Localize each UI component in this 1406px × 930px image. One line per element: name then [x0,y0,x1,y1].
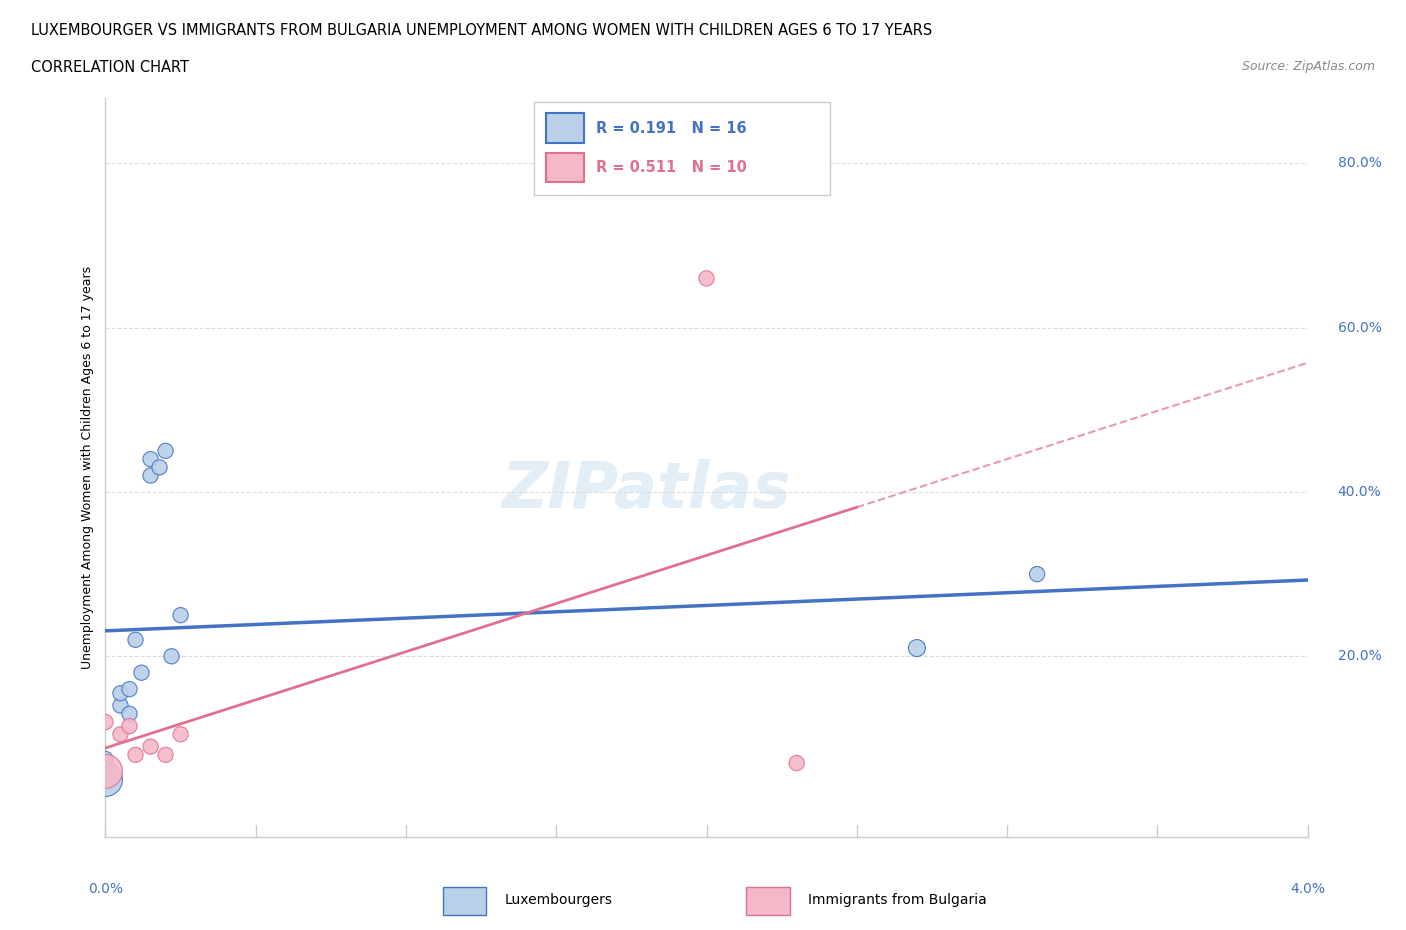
Point [124,748,146,763]
Point [118,682,141,697]
Point [124,632,146,647]
Text: 80.0%: 80.0% [1337,156,1382,170]
Point [148,459,170,474]
Text: R = 0.511   N = 10: R = 0.511 N = 10 [596,160,747,175]
Point [169,608,191,623]
Text: 20.0%: 20.0% [1337,649,1381,663]
Point [139,739,162,754]
Text: 0.0%: 0.0% [89,883,122,897]
Point [169,727,191,742]
FancyBboxPatch shape [747,887,790,915]
FancyBboxPatch shape [534,102,830,195]
Text: Immigrants from Bulgaria: Immigrants from Bulgaria [808,893,987,907]
Point [139,452,162,467]
Point [110,727,132,742]
Point [905,641,928,656]
Point [94,772,117,787]
Point [118,719,141,734]
Point [118,707,141,722]
Text: R = 0.191   N = 16: R = 0.191 N = 16 [596,121,747,136]
Text: 60.0%: 60.0% [1337,321,1382,335]
Text: 40.0%: 40.0% [1337,485,1381,499]
Point [110,698,132,713]
Text: Luxembourgers: Luxembourgers [505,893,613,907]
Point [786,755,808,770]
Point [110,685,132,700]
Text: LUXEMBOURGER VS IMMIGRANTS FROM BULGARIA UNEMPLOYMENT AMONG WOMEN WITH CHILDREN : LUXEMBOURGER VS IMMIGRANTS FROM BULGARIA… [31,23,932,38]
Text: CORRELATION CHART: CORRELATION CHART [31,60,188,75]
Point [155,748,177,763]
Point [94,751,117,766]
Point [94,764,117,778]
Point [139,468,162,483]
Text: ZIPatlas: ZIPatlas [502,458,792,521]
Point [696,271,718,286]
Text: 4.0%: 4.0% [1291,883,1324,897]
FancyBboxPatch shape [546,153,585,182]
Y-axis label: Unemployment Among Women with Children Ages 6 to 17 years: Unemployment Among Women with Children A… [82,266,94,669]
Point [131,665,153,680]
FancyBboxPatch shape [443,887,486,915]
FancyBboxPatch shape [546,113,585,143]
Point [1026,566,1049,581]
Point [160,649,183,664]
Text: Source: ZipAtlas.com: Source: ZipAtlas.com [1241,60,1375,73]
Point [155,444,177,458]
Point [94,714,117,729]
